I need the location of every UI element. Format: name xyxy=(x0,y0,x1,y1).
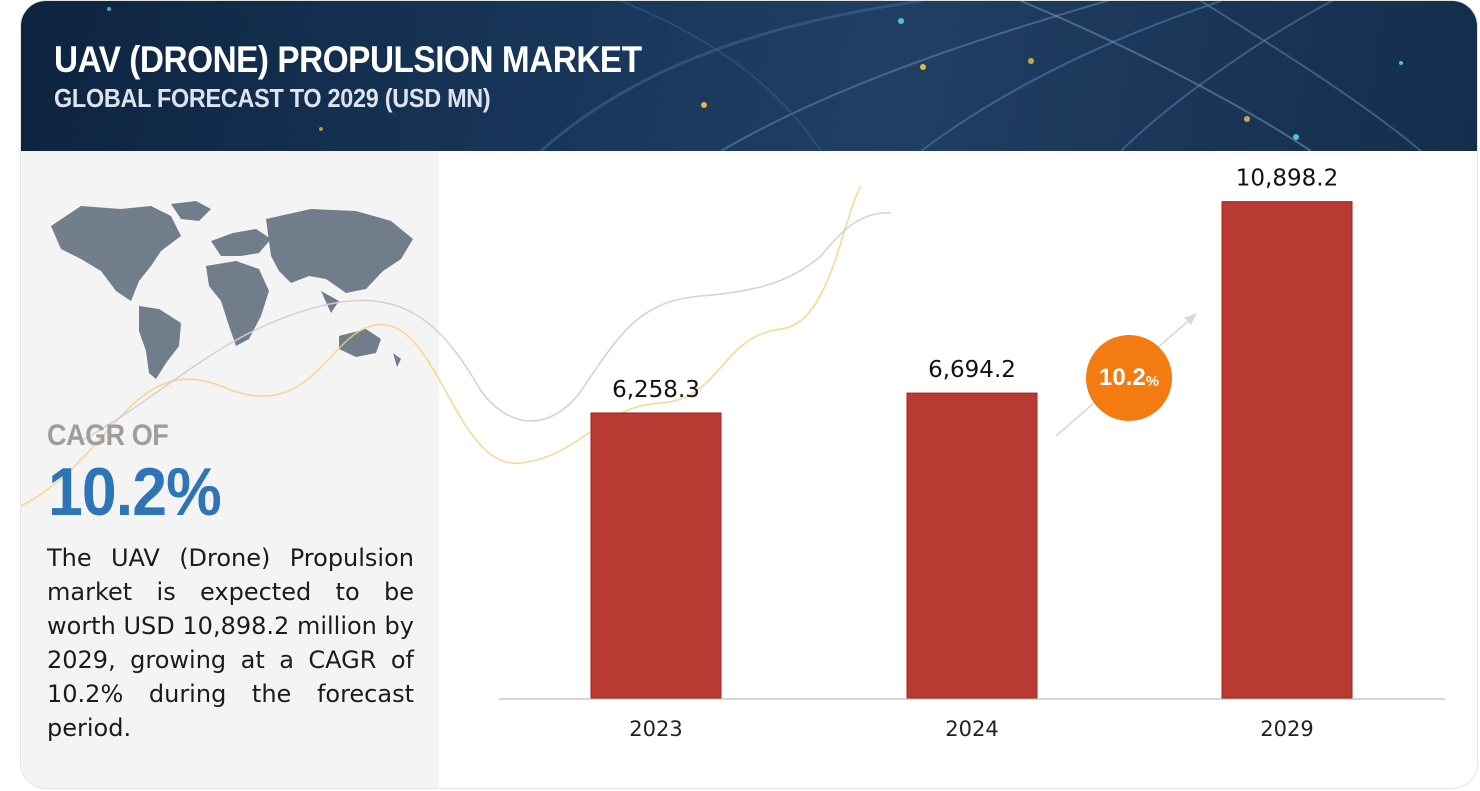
page-title: UAV (DRONE) PROPULSION MARKET xyxy=(54,39,642,80)
header-light-streaks xyxy=(107,1,1422,151)
x-tick-label-2023: 2023 xyxy=(629,717,682,741)
cagr-badge-unit: % xyxy=(1145,372,1160,390)
world-map-icon xyxy=(51,201,413,379)
arrow-head-icon xyxy=(1184,313,1197,325)
cagr-badge: 10.2% xyxy=(1086,335,1172,421)
decor-curve-gray xyxy=(80,212,892,442)
page-subtitle: GLOBAL FORECAST TO 2029 (USD MN) xyxy=(54,83,491,113)
cagr-badge-value: 10.2 xyxy=(1098,364,1146,391)
header-banner: UAV (DRONE) PROPULSION MARKET GLOBAL FOR… xyxy=(21,1,1477,151)
decor-curve-gold xyxy=(21,185,862,507)
bar-2029 xyxy=(1221,201,1353,699)
decor-layer xyxy=(21,185,892,507)
x-tick-label-2024: 2024 xyxy=(945,717,998,741)
data-label-2029: 10,898.2 xyxy=(1236,166,1338,192)
cagr-value: 10.2% xyxy=(48,454,222,530)
data-label-2023: 6,258.3 xyxy=(612,377,700,403)
cagr-label: CAGR OF xyxy=(47,419,169,452)
bar-2024 xyxy=(906,392,1038,699)
x-tick-label-2029: 2029 xyxy=(1260,717,1313,741)
market-description: The UAV (Drone) Propulsion market is exp… xyxy=(47,544,414,742)
infographic-card: UAV (DRONE) PROPULSION MARKET GLOBAL FOR… xyxy=(20,0,1478,789)
bar-chart: 6,258.3 2023 6,694.2 2024 10,898.2 2029 xyxy=(499,166,1445,741)
bar-2023 xyxy=(590,412,722,699)
data-label-2024: 6,694.2 xyxy=(928,357,1016,383)
